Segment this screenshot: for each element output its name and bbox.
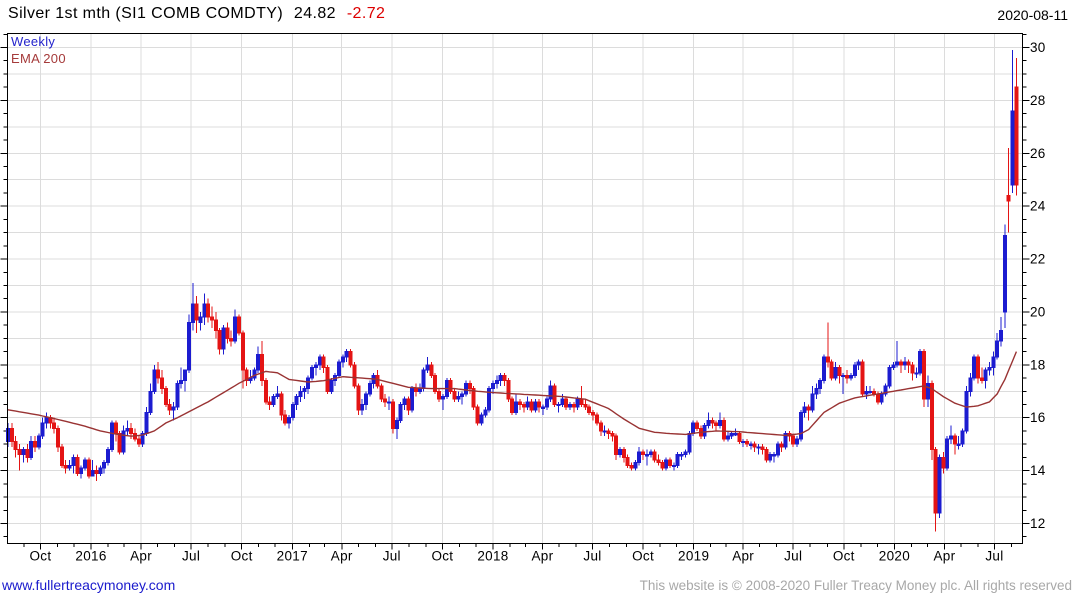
legend-weekly: Weekly (11, 34, 56, 49)
svg-text:Apr: Apr (331, 549, 353, 564)
svg-text:Jul: Jul (985, 549, 1003, 564)
last-price: 24.82 (293, 5, 336, 22)
page-title: Silver 1st mth (SI1 COMB COMDTY) (8, 5, 284, 22)
svg-text:2017: 2017 (277, 549, 308, 564)
svg-text:Jul: Jul (583, 549, 601, 564)
svg-text:Apr: Apr (532, 549, 554, 564)
ema-200-line (7, 351, 1018, 437)
plot-frame (6, 32, 1024, 545)
axis-ticks (0, 33, 1030, 550)
svg-text:12: 12 (1030, 516, 1046, 531)
svg-text:Apr: Apr (732, 549, 754, 564)
svg-text:Jul: Jul (182, 549, 200, 564)
price-change: -2.72 (346, 5, 386, 22)
axis-labels: 12 14 16 18 20 22 24 26 28 30 Oct 2016 Apr Jul Oct 2017… (29, 40, 1045, 564)
svg-text:Apr: Apr (933, 549, 955, 564)
chart-date: 2020-08-11 (997, 7, 1068, 23)
svg-text:24: 24 (1030, 199, 1046, 214)
svg-text:14: 14 (1030, 463, 1046, 478)
svg-text:2020: 2020 (879, 549, 910, 564)
svg-text:Jul: Jul (784, 549, 802, 564)
up-candles (6, 50, 1015, 519)
svg-text:22: 22 (1030, 252, 1046, 267)
svg-text:Oct: Oct (231, 549, 253, 564)
svg-text:2018: 2018 (477, 549, 508, 564)
svg-text:18: 18 (1030, 357, 1046, 372)
svg-text:30: 30 (1030, 40, 1046, 55)
svg-text:Oct: Oct (632, 549, 654, 564)
svg-text:Jul: Jul (383, 549, 401, 564)
svg-text:16: 16 (1030, 410, 1046, 425)
svg-text:2016: 2016 (75, 549, 106, 564)
svg-text:28: 28 (1030, 93, 1046, 108)
website-link[interactable]: www.fullertreacymoney.com (2, 577, 176, 593)
svg-text:Oct: Oct (833, 549, 855, 564)
gridlines (7, 33, 1023, 544)
svg-text:Oct: Oct (431, 549, 453, 564)
svg-text:20: 20 (1030, 304, 1046, 319)
copyright-text: This website is © 2008-2020 Fuller Treac… (639, 578, 1072, 593)
svg-text:Apr: Apr (130, 549, 152, 564)
legend-ema-200: EMA 200 (11, 51, 66, 66)
svg-text:2019: 2019 (678, 549, 709, 564)
chart-header: Silver 1st mth (SI1 COMB COMDTY) 24.82 -… (8, 5, 385, 23)
svg-text:Oct: Oct (29, 549, 51, 564)
down-candles (9, 58, 1019, 532)
svg-text:26: 26 (1030, 146, 1046, 161)
